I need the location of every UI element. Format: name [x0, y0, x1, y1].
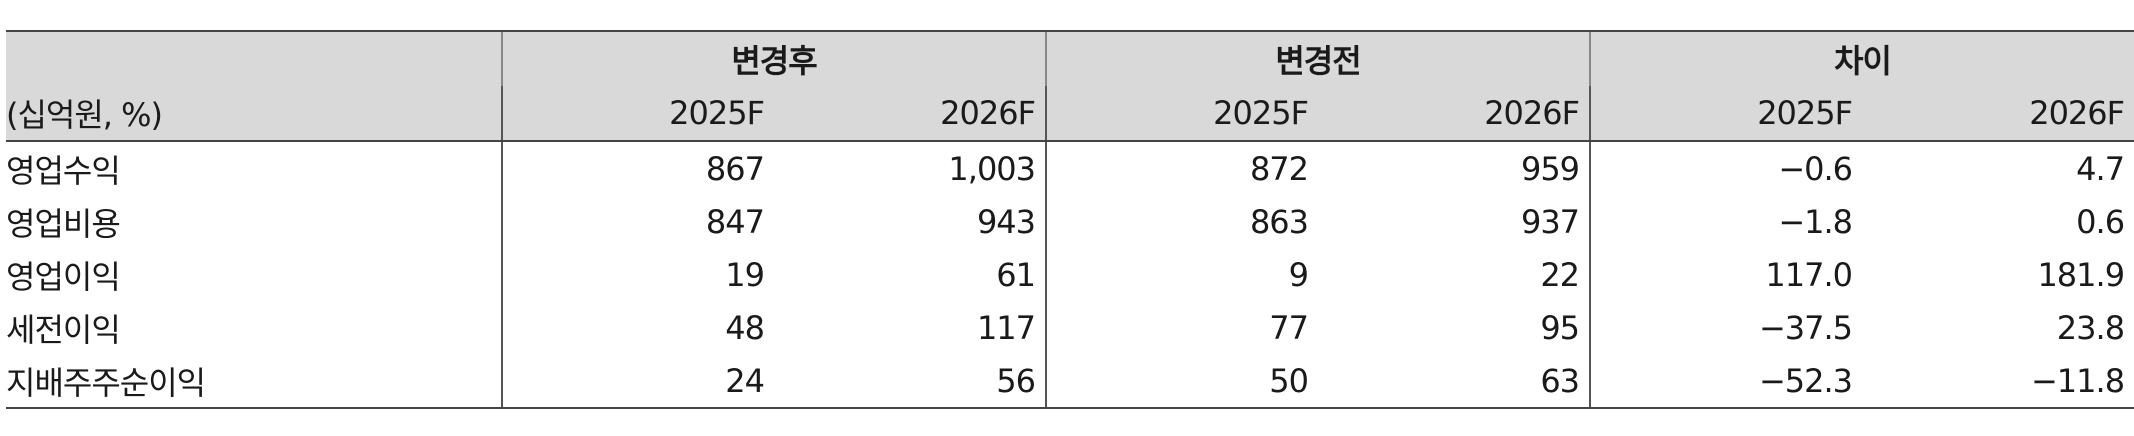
year-header: 2026F: [774, 86, 1047, 142]
table-cell: 56: [774, 354, 1047, 409]
table-cell: 847: [501, 195, 774, 248]
table-cell: −11.8: [1862, 354, 2134, 409]
year-header: 2025F: [1045, 86, 1319, 142]
table-row: 세전이익 48 117 77 95 −37.5 23.8: [6, 301, 2134, 354]
table-cell: 9: [1045, 248, 1319, 301]
table-cell: 0.6: [2076, 202, 2125, 241]
table-cell: 50: [1045, 354, 1319, 409]
year-header: 2026F: [1318, 86, 1591, 142]
table-cell: 48: [501, 301, 774, 354]
table-cell: 181.9: [2037, 255, 2125, 294]
table-cell: 95: [1540, 308, 1580, 347]
financial-table-container: 변경후 변경전 차이 (십억원, %) 2025F 2026F 2025F 20…: [6, 30, 2134, 409]
table-cell: 24: [501, 354, 774, 409]
table-cell: 19: [501, 248, 774, 301]
table-cell: 22: [1540, 255, 1580, 294]
table-cell: 117: [976, 308, 1036, 347]
table-cell: 937: [1520, 202, 1580, 241]
group-header-diff: 차이: [1589, 30, 2134, 86]
year-header-row: (십억원, %) 2025F 2026F 2025F 2026F 2025F 2…: [6, 86, 2134, 142]
row-label: 영업이익: [6, 257, 121, 296]
row-label: 영업비용: [6, 204, 121, 243]
table-row: 영업이익 19 61 9 22 117.0 181.9: [6, 248, 2134, 301]
row-label: 영업수익: [6, 151, 121, 190]
table-cell: −1.8: [1589, 195, 1863, 248]
table-cell: 872: [1045, 141, 1319, 195]
table-cell: −0.6: [1589, 141, 1863, 195]
table-cell: 77: [1045, 301, 1319, 354]
group-header-row: 변경후 변경전 차이: [6, 30, 2134, 86]
estimate-change-table: 변경후 변경전 차이 (십억원, %) 2025F 2026F 2025F 20…: [6, 30, 2134, 409]
header-blank-cell: [6, 30, 502, 86]
table-cell: −52.3: [1589, 354, 1863, 409]
group-header-after: 변경후: [500, 30, 1047, 86]
table-cell: 943: [976, 202, 1036, 241]
table-cell: 1,003: [948, 149, 1036, 188]
table-cell: 117.0: [1589, 248, 1863, 301]
row-label: 지배주주순이익: [6, 354, 502, 409]
table-cell: −37.5: [1589, 301, 1863, 354]
group-header-before: 변경전: [1045, 30, 1591, 86]
table-cell: 63: [1318, 354, 1591, 409]
table-cell: 61: [996, 255, 1036, 294]
table-cell: 4.7: [2076, 149, 2125, 188]
table-row: 지배주주순이익 24 56 50 63 −52.3 −11.8: [6, 354, 2134, 409]
table-row: 영업비용 847 943 863 937 −1.8 0.6: [6, 195, 2134, 248]
table-cell: 959: [1520, 149, 1580, 188]
table-cell: 863: [1045, 195, 1319, 248]
year-header: 2025F: [501, 86, 774, 142]
row-label: 세전이익: [6, 310, 121, 349]
table-cell: 867: [501, 141, 774, 195]
table-row: 영업수익 867 1,003 872 959 −0.6 4.7: [6, 141, 2134, 195]
year-header: 2026F: [1862, 86, 2134, 142]
unit-label: (십억원, %): [6, 86, 502, 142]
table-cell: 23.8: [2056, 308, 2125, 347]
year-header: 2025F: [1589, 86, 1863, 142]
